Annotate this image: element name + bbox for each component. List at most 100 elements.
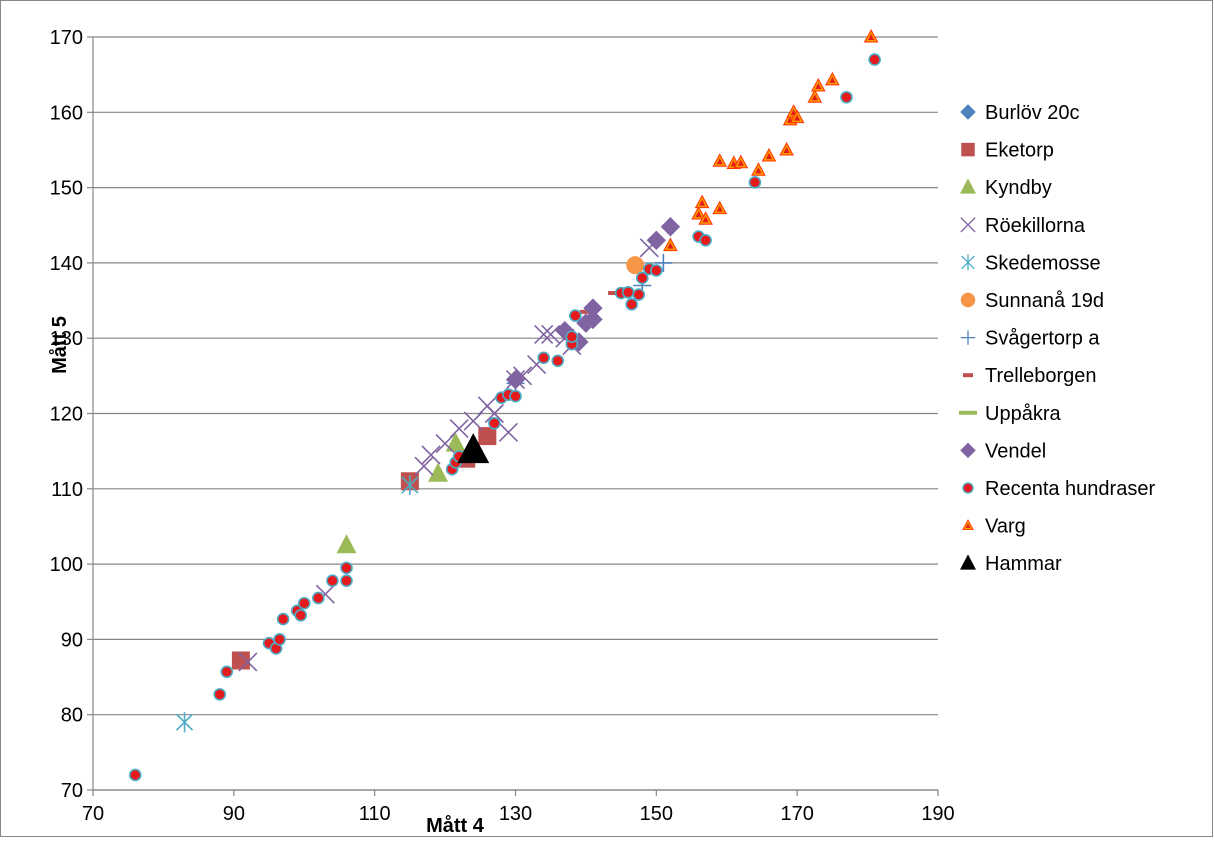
marker-shape — [962, 482, 974, 494]
legend-entry: Kyndby — [960, 177, 1052, 199]
y-tick-label: 160 — [50, 102, 83, 124]
point-recenta-hundraser — [632, 288, 646, 301]
y-tick-label: 100 — [50, 554, 83, 576]
point-vendel — [660, 217, 681, 237]
point-röekillorna — [534, 324, 554, 345]
y-tick-label: 140 — [50, 253, 83, 275]
marker-core — [811, 94, 818, 101]
x-tick-label: 90 — [223, 803, 245, 825]
point-recenta-hundraser — [635, 271, 649, 285]
point-recenta-hundraser — [340, 574, 353, 587]
marker-core — [766, 152, 772, 159]
marker-shape — [340, 561, 353, 575]
point-skedemosse — [175, 712, 194, 733]
marker-core — [699, 199, 706, 206]
y-axis-label: Mått 5 — [48, 316, 71, 374]
marker-shape — [294, 609, 308, 622]
marker-shape — [840, 90, 853, 104]
y-tick-label: 80 — [61, 705, 83, 727]
x-tick-label: 150 — [640, 803, 673, 825]
legend-marker — [961, 142, 975, 157]
legend-label: Burlöv 20c — [985, 102, 1080, 124]
marker-core — [829, 76, 836, 83]
legend-label: Vendel — [985, 440, 1046, 462]
marker-shape — [457, 433, 490, 464]
marker-core — [868, 34, 875, 40]
marker-shape — [960, 442, 976, 459]
marker-shape — [699, 234, 712, 247]
point-recenta-hundraser — [273, 633, 286, 646]
point-recenta-hundraser — [748, 176, 762, 189]
legend-label: Skedemosse — [985, 252, 1101, 274]
point-röekillorna — [449, 418, 469, 439]
legend-label: Trelleborgen — [985, 365, 1097, 387]
point-röekillorna — [238, 652, 258, 672]
marker-shape — [488, 416, 501, 430]
marker-core — [965, 523, 971, 528]
legend-entry: Varg — [962, 516, 1026, 538]
point-vendel — [505, 369, 526, 390]
point-recenta-hundraser — [220, 665, 234, 679]
legend-entry: Trelleborgen — [963, 365, 1097, 387]
point-varg — [712, 200, 728, 215]
point-varg — [733, 154, 749, 169]
marker-shape — [565, 330, 579, 343]
point-varg — [825, 71, 840, 86]
point-kyndby — [428, 462, 449, 482]
marker-core — [716, 158, 723, 165]
marker-shape — [505, 369, 526, 390]
marker-shape — [128, 768, 142, 782]
marker-shape — [626, 256, 645, 275]
point-recenta-hundraser — [840, 90, 853, 104]
legend-entry: Sunnanå 19d — [960, 290, 1104, 312]
marker-core — [794, 114, 801, 121]
point-vendel — [583, 309, 603, 330]
marker-core — [783, 146, 790, 153]
point-recenta-hundraser — [569, 309, 582, 322]
x-tick-label: 130 — [499, 803, 532, 825]
marker-shape — [401, 475, 419, 496]
y-tick-label: 120 — [50, 404, 83, 426]
x-tick-label: 70 — [82, 803, 104, 825]
y-tick-label: 170 — [50, 27, 83, 49]
legend-label: Varg — [985, 516, 1026, 538]
legend-entry: Recenta hundraser — [962, 478, 1155, 500]
legend-label: Röekillorna — [985, 215, 1086, 237]
marker-shape — [646, 230, 667, 251]
legend-entry: Svågertorp a — [960, 328, 1100, 350]
point-röekillorna — [498, 422, 519, 442]
point-varg — [712, 153, 728, 167]
marker-shape — [273, 633, 286, 646]
marker-core — [667, 242, 674, 249]
marker-shape — [421, 445, 441, 465]
marker-shape — [961, 142, 975, 157]
point-röekillorna — [421, 445, 441, 465]
marker-shape — [428, 462, 449, 482]
point-varg — [698, 211, 713, 225]
point-varg — [663, 237, 678, 252]
legend-label: Uppåkra — [985, 403, 1061, 425]
marker-shape — [213, 688, 227, 701]
legend-marker — [960, 442, 976, 459]
point-recenta-hundraser — [621, 285, 635, 299]
marker-shape — [312, 591, 325, 605]
point-varg — [751, 162, 766, 176]
legend-marker — [961, 254, 975, 271]
marker-shape — [868, 53, 881, 66]
legend-entry: Röekillorna — [960, 215, 1086, 237]
marker-shape — [220, 665, 234, 679]
marker-shape — [960, 330, 976, 345]
point-varg — [691, 205, 706, 220]
legend-marker — [960, 217, 976, 233]
point-skedemosse — [401, 475, 419, 496]
point-recenta-hundraser — [565, 330, 579, 343]
legend-marker — [960, 554, 976, 570]
marker-shape — [650, 264, 663, 277]
legend-marker — [962, 519, 974, 530]
legend-entry: Vendel — [960, 440, 1046, 462]
marker-shape — [534, 324, 554, 345]
legend-label: Recenta hundraser — [985, 478, 1155, 500]
point-röekillorna — [541, 324, 561, 345]
